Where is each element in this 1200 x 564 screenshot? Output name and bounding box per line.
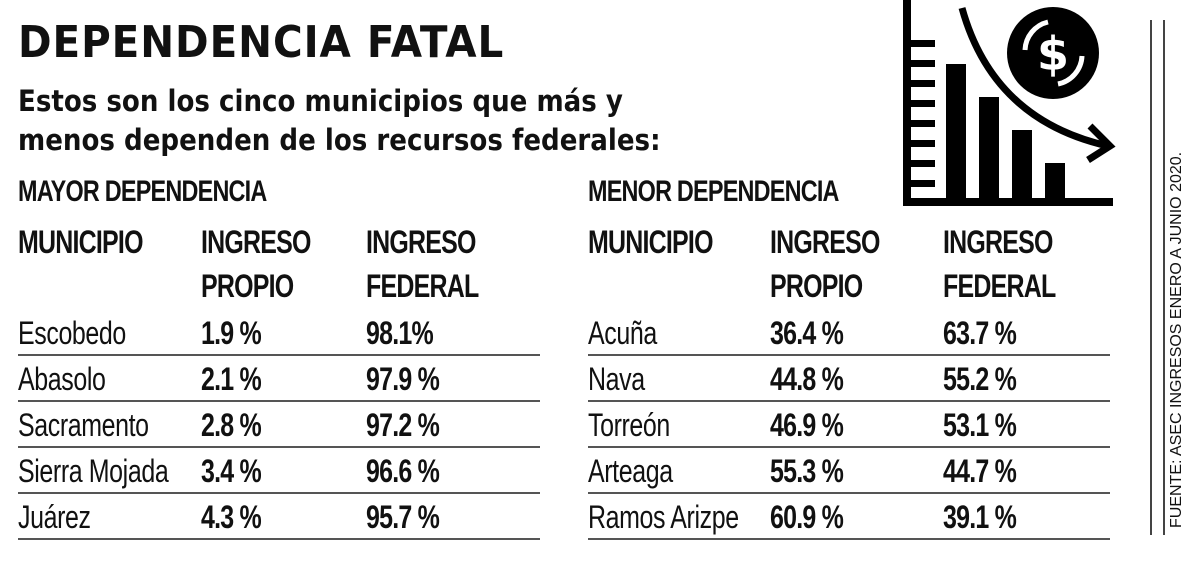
table-row: Acuña 36.4 % 63.7 %	[588, 310, 1110, 356]
page-title: DEPENDENCIA FATAL	[18, 17, 505, 68]
divider-line	[1150, 20, 1152, 535]
ingreso-propio-cell: 46.9 %	[770, 407, 844, 443]
ingreso-federal-cell: 53.1 %	[943, 407, 1017, 443]
municipio-cell: Arteaga	[588, 453, 673, 489]
declining-bar-chart-dollar-icon: $	[903, 0, 1116, 206]
ingreso-federal-cell: 96.6 %	[366, 453, 440, 489]
municipio-cell: Abasolo	[18, 361, 106, 397]
municipio-cell: Juárez	[18, 499, 91, 535]
table-row: Juárez 4.3 % 95.7 %	[18, 494, 540, 540]
subtitle-line-1: Estos son los cinco municipios que más y	[18, 84, 623, 118]
ingreso-federal-cell: 39.1 %	[943, 499, 1017, 535]
municipio-cell: Sierra Mojada	[18, 453, 169, 489]
column-header-ingreso-federal-line1: INGRESO	[943, 224, 1053, 260]
municipio-cell: Acuña	[588, 315, 657, 351]
column-header-ingreso-propio-line2: PROPIO	[201, 268, 294, 304]
column-header-ingreso-propio-line1: INGRESO	[201, 224, 311, 260]
section-title-mayor: MAYOR DEPENDENCIA	[18, 175, 267, 208]
ingreso-federal-cell: 55.2 %	[943, 361, 1017, 397]
column-header-ingreso-propio-line1: INGRESO	[770, 224, 880, 260]
table-row: Nava 44.8 % 55.2 %	[588, 356, 1110, 402]
ingreso-propio-cell: 55.3 %	[770, 453, 844, 489]
municipio-cell: Torreón	[588, 407, 670, 443]
table-row: Escobedo 1.9 % 98.1%	[18, 310, 540, 356]
svg-text:$: $	[1037, 27, 1069, 81]
table-header: MUNICIPIO INGRESO PROPIO INGRESO FEDERAL	[18, 214, 540, 310]
source-note: FUENTE: ASEC INGRESOS ENERO A JUNIO 2020…	[1168, 151, 1185, 528]
table-row: Abasolo 2.1 % 97.9 %	[18, 356, 540, 402]
table-row: Arteaga 55.3 % 44.7 %	[588, 448, 1110, 494]
ingreso-federal-cell: 97.9 %	[366, 361, 440, 397]
ingreso-federal-cell: 97.2 %	[366, 407, 440, 443]
table-row: Torreón 46.9 % 53.1 %	[588, 402, 1110, 448]
table-row: Ramos Arizpe 60.9 % 39.1 %	[588, 494, 1110, 540]
ingreso-federal-cell: 44.7 %	[943, 453, 1017, 489]
page-subtitle: Estos son los cinco municipios que más y…	[18, 82, 661, 160]
ingreso-federal-cell: 98.1%	[366, 315, 434, 351]
column-header-municipio: MUNICIPIO	[588, 224, 713, 260]
table-row: Sacramento 2.8 % 97.2 %	[18, 402, 540, 448]
municipio-cell: Escobedo	[18, 315, 126, 351]
subtitle-line-2: menos dependen de los recursos federales…	[18, 123, 661, 157]
municipio-cell: Nava	[588, 361, 645, 397]
municipio-cell: Sacramento	[18, 407, 149, 443]
ingreso-propio-cell: 2.1 %	[201, 361, 262, 397]
column-header-ingreso-federal-line2: FEDERAL	[943, 268, 1056, 304]
ingreso-propio-cell: 3.4 %	[201, 453, 262, 489]
ingreso-propio-cell: 4.3 %	[201, 499, 262, 535]
ingreso-federal-cell: 63.7 %	[943, 315, 1017, 351]
ingreso-propio-cell: 60.9 %	[770, 499, 844, 535]
column-header-ingreso-federal-line1: INGRESO	[366, 224, 476, 260]
ingreso-federal-cell: 95.7 %	[366, 499, 440, 535]
column-header-ingreso-propio-line2: PROPIO	[770, 268, 863, 304]
section-title-menor: MENOR DEPENDENCIA	[588, 175, 839, 208]
menor-dependencia-table: MENOR DEPENDENCIA MUNICIPIO INGRESO PROP…	[588, 174, 1110, 540]
municipio-cell: Ramos Arizpe	[588, 499, 739, 535]
column-header-municipio: MUNICIPIO	[18, 224, 143, 260]
ingreso-propio-cell: 2.8 %	[201, 407, 262, 443]
ingreso-propio-cell: 36.4 %	[770, 315, 844, 351]
ingreso-propio-cell: 1.9 %	[201, 315, 262, 351]
column-header-ingreso-federal-line2: FEDERAL	[366, 268, 479, 304]
table-header: MUNICIPIO INGRESO PROPIO INGRESO FEDERAL	[588, 214, 1110, 310]
divider-line	[1163, 20, 1165, 535]
table-row: Sierra Mojada 3.4 % 96.6 %	[18, 448, 540, 494]
ingreso-propio-cell: 44.8 %	[770, 361, 844, 397]
mayor-dependencia-table: MAYOR DEPENDENCIA MUNICIPIO INGRESO PROP…	[18, 174, 540, 540]
